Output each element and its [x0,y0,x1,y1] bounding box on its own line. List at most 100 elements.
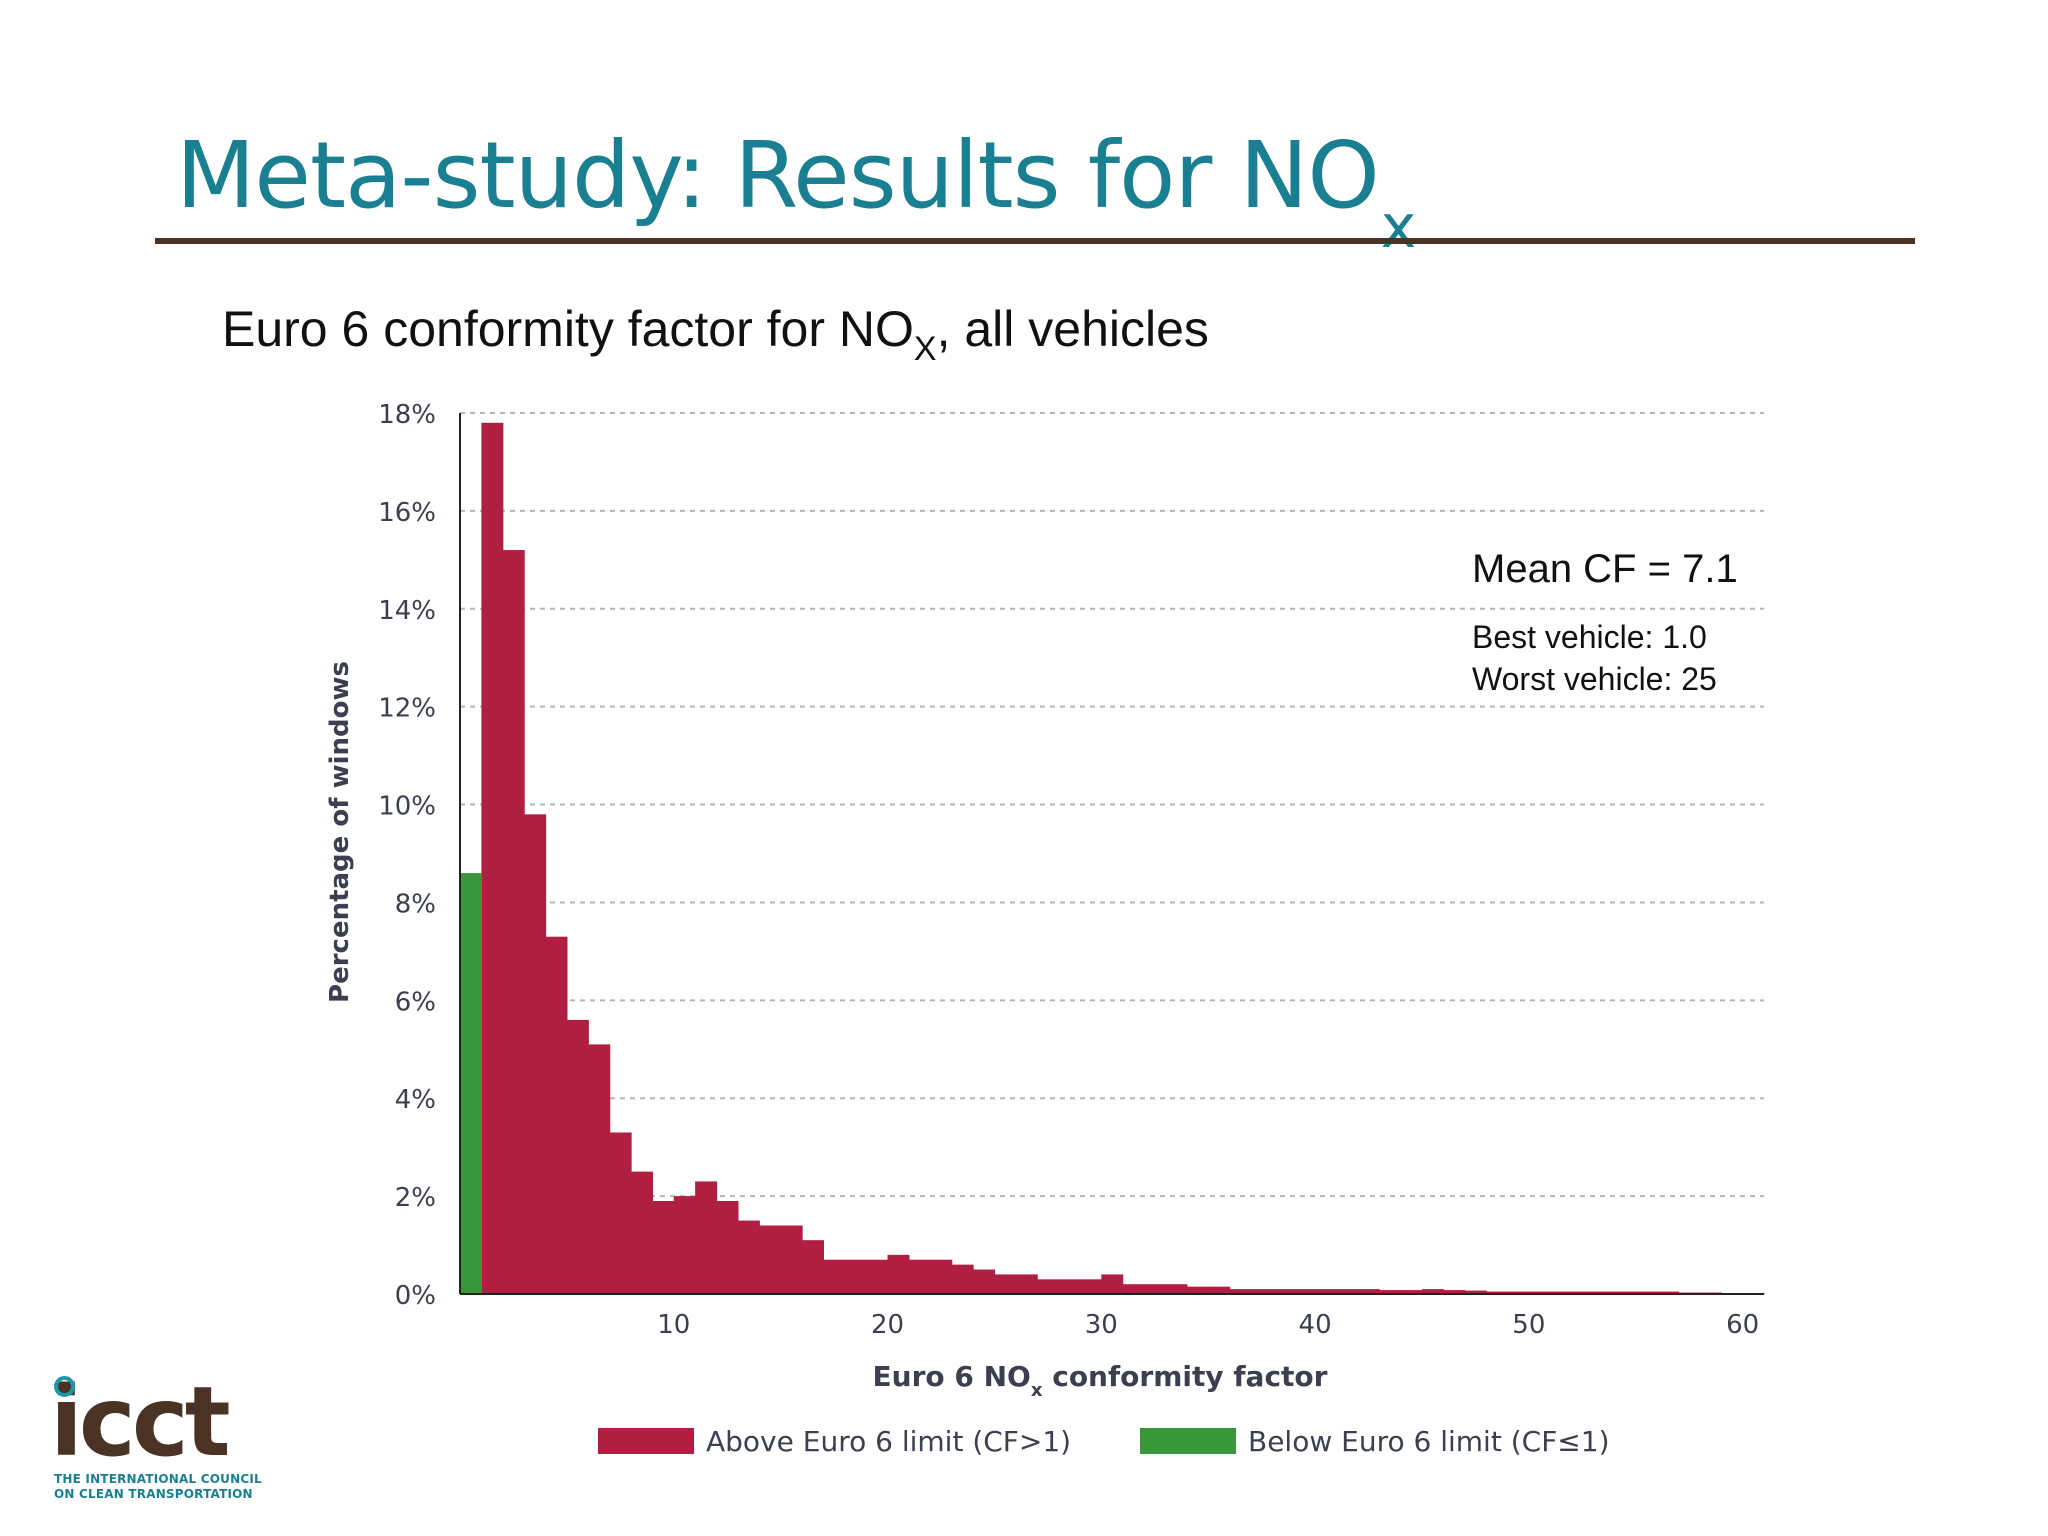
histogram-bar [502,550,525,1294]
histogram-bar [481,422,504,1294]
x-tick-label: 20 [871,1310,904,1340]
legend-label: Below Euro 6 limit (CF≤1) [1248,1425,1610,1458]
histogram-bar [631,1171,653,1294]
histogram-bar [1550,1291,1573,1294]
histogram-bar [1058,1279,1081,1294]
logo-wordmark: icct [50,1366,231,1478]
y-tick-labels: 0% 2% 4% 6% 8% 10% 12% 14% 16% 18% [378,400,436,1311]
histogram-bar [887,1254,910,1294]
grid-lines [460,412,1764,1198]
y-tick-label: 14% [378,596,436,626]
slide-title-text: Meta-study: Results for NO [176,122,1380,229]
histogram-bar [1015,1274,1038,1294]
histogram-bar [1272,1289,1295,1294]
histogram-bar [1571,1291,1594,1294]
histogram-bar [673,1196,696,1294]
legend-swatch [598,1428,694,1454]
y-tick-label: 4% [395,1085,436,1115]
histogram-bar [1357,1289,1380,1294]
histogram-bar [1507,1291,1530,1294]
y-tick-label: 6% [395,987,436,1017]
chart-axes [459,413,1764,1295]
y-tick-label: 8% [395,889,436,919]
histogram-bar [566,1019,589,1294]
histogram-bar [759,1225,782,1294]
histogram-bar [930,1259,953,1294]
histogram-bar [1464,1290,1487,1294]
histogram-bar [524,814,547,1294]
title-divider [155,238,1915,244]
y-tick-label: 18% [378,400,436,430]
slide-title: Meta-study: Results for NOx [176,122,1416,262]
histogram-bar [823,1259,846,1294]
x-tick-label: 60 [1726,1310,1759,1340]
histogram-bar [1250,1289,1273,1294]
histogram-bar [1486,1291,1509,1294]
histogram-bar [866,1259,889,1294]
histogram-bar [652,1201,675,1294]
histogram-bar [1122,1284,1145,1294]
histogram-bar [588,1044,611,1294]
chart-title-text: Euro 6 conformity factor for NO [222,301,914,357]
chart-title-subscript: X [913,330,937,368]
histogram-bar [1101,1274,1124,1294]
x-axis-label: Euro 6 NOx conformity factor [873,1360,1328,1401]
y-tick-label: 16% [378,498,436,528]
x-tick-label: 50 [1512,1310,1545,1340]
icct-logo: icct THE INTERNATIONAL COUNCIL ON CLEAN … [48,1366,268,1501]
y-tick-label: 12% [378,694,436,724]
y-tick-label: 2% [395,1183,436,1213]
histogram-bar [1186,1286,1209,1294]
histogram-bar [1443,1290,1466,1294]
histogram-bar [1315,1289,1338,1294]
y-axis-label: Percentage of windows [325,661,355,1003]
histogram-bar [1293,1289,1316,1294]
histogram-bar [545,936,568,1294]
x-tick-label: 40 [1299,1310,1332,1340]
logo-ring-icon [54,1376,75,1397]
histogram-bar [1079,1279,1102,1294]
histogram-bar [951,1264,974,1294]
best-vehicle-annotation: Best vehicle: 1.0 [1472,619,1707,655]
worst-vehicle-annotation: Worst vehicle: 25 [1472,661,1717,697]
stats-annotation: Mean CF = 7.1 Best vehicle: 1.0 Worst ve… [1472,547,1738,697]
x-axis-label-subscript: x [1031,1380,1043,1401]
histogram-bar [973,1269,996,1294]
slide-title-subscript: x [1380,192,1417,262]
y-tick-label: 0% [395,1281,436,1311]
chart-title: Euro 6 conformity factor for NOX, all ve… [222,300,1209,368]
histogram-bar [1400,1290,1423,1294]
legend-swatch [1140,1428,1236,1454]
histogram-bar [1336,1289,1359,1294]
histogram-bar [1657,1291,1680,1294]
histogram-bar [1614,1291,1637,1294]
x-axis-label-text: Euro 6 NO [873,1360,1031,1393]
histogram-bar [1165,1284,1188,1294]
histogram-bar [1037,1279,1060,1294]
histogram-bar [737,1220,760,1294]
histogram-bar [609,1132,632,1294]
histogram-bar [695,1181,718,1294]
histogram-bars [460,422,1765,1294]
histogram-bar [1635,1291,1658,1294]
histogram-bar [908,1259,931,1294]
histogram-bar [780,1225,803,1294]
x-tick-labels: 10 20 30 40 50 60 [657,1310,1759,1340]
x-axis-label-suffix: conformity factor [1042,1360,1327,1393]
legend-label: Above Euro 6 limit (CF>1) [706,1425,1071,1458]
histogram-bar [1528,1291,1551,1294]
histogram-bar [844,1259,867,1294]
histogram-bar [994,1274,1017,1294]
histogram-bar [1208,1286,1231,1294]
chart-legend: Above Euro 6 limit (CF>1) Below Euro 6 li… [598,1425,1610,1458]
histogram-bar [1229,1289,1252,1294]
histogram-bar [802,1240,825,1294]
histogram-bar [1144,1284,1167,1294]
y-tick-label: 10% [378,792,436,822]
histogram-bar [716,1201,739,1294]
histogram-bar [460,873,482,1294]
histogram-bar [1592,1291,1615,1294]
x-tick-label: 10 [657,1310,690,1340]
histogram-bar [1421,1289,1444,1294]
